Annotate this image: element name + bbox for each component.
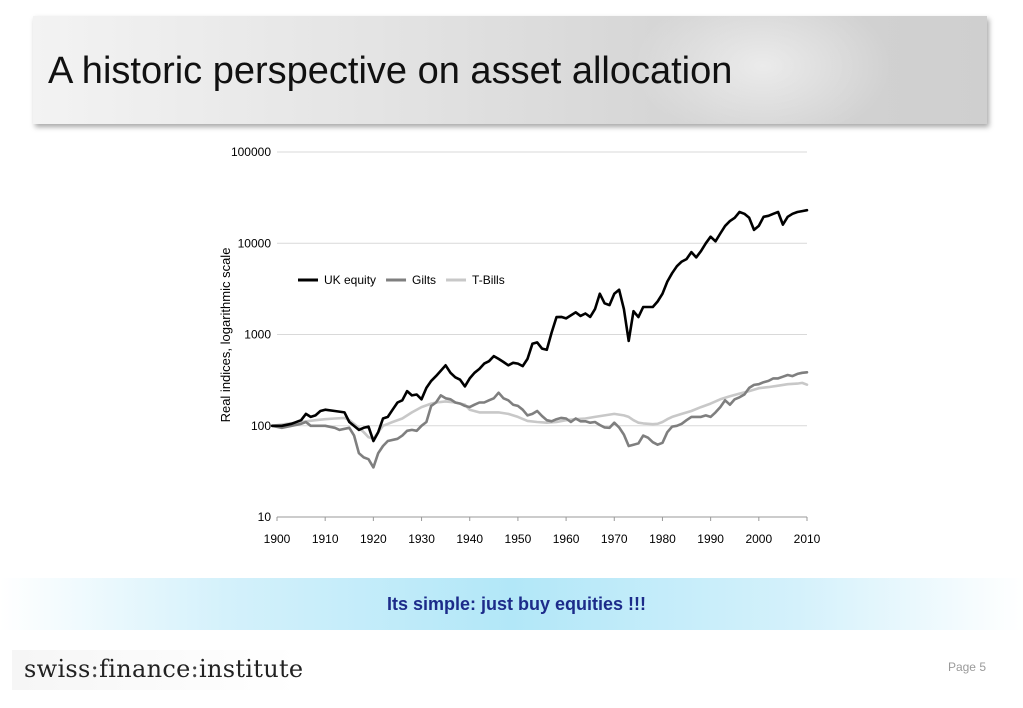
swiss-finance-institute-logo: swiss:finance:institute bbox=[24, 655, 303, 683]
title-bar: A historic perspective on asset allocati… bbox=[33, 16, 987, 124]
x-tick-label: 1940 bbox=[456, 532, 483, 546]
legend-label: UK equity bbox=[324, 273, 376, 287]
title-glow bbox=[633, 16, 893, 124]
x-tick-label: 2010 bbox=[794, 532, 821, 546]
line-chart: 10 100 1000 10000 100000 1900 1910 1920 1930 1940… bbox=[218, 145, 821, 546]
series-line-gilts bbox=[270, 370, 809, 469]
callout-text: Its simple: just buy equities !!! bbox=[386, 593, 647, 614]
y-tick-label: 1000 bbox=[244, 328, 271, 342]
page-number: Page 5 bbox=[947, 660, 986, 674]
x-tick-label: 1990 bbox=[697, 532, 724, 546]
series-line-uk-equity bbox=[270, 208, 809, 443]
x-tick-label: 1930 bbox=[408, 532, 435, 546]
legend-label: Gilts bbox=[412, 273, 436, 287]
y-tick-label: 100000 bbox=[231, 145, 271, 159]
y-tick-label: 10 bbox=[258, 510, 272, 524]
logo-separator-1: : bbox=[90, 655, 100, 683]
y-axis-label: Real indices, logarithmic scale bbox=[218, 248, 233, 423]
legend-label: T-Bills bbox=[472, 273, 505, 287]
logo-part-2: finance bbox=[99, 655, 191, 683]
x-tick-label: 1920 bbox=[360, 532, 387, 546]
logo-part-3: institute bbox=[198, 655, 304, 683]
x-tick-label: 1970 bbox=[601, 532, 628, 546]
x-tick-label: 1900 bbox=[264, 532, 291, 546]
logo-background bbox=[12, 650, 298, 690]
x-tick-label: 1960 bbox=[553, 532, 580, 546]
x-tick-label: 1950 bbox=[505, 532, 532, 546]
page-title: A historic perspective on asset allocati… bbox=[48, 50, 733, 92]
y-tick-label: 10000 bbox=[238, 236, 272, 250]
y-tick-label: 100 bbox=[251, 419, 271, 433]
x-tick-label: 1910 bbox=[312, 532, 339, 546]
callout-banner: Its simple: just buy equities !!! bbox=[0, 578, 1023, 630]
logo-separator-2: : bbox=[190, 655, 199, 683]
x-tick-label: 2000 bbox=[745, 532, 772, 546]
x-tick-label: 1980 bbox=[649, 532, 676, 546]
logo-part-1: swiss bbox=[24, 655, 91, 683]
